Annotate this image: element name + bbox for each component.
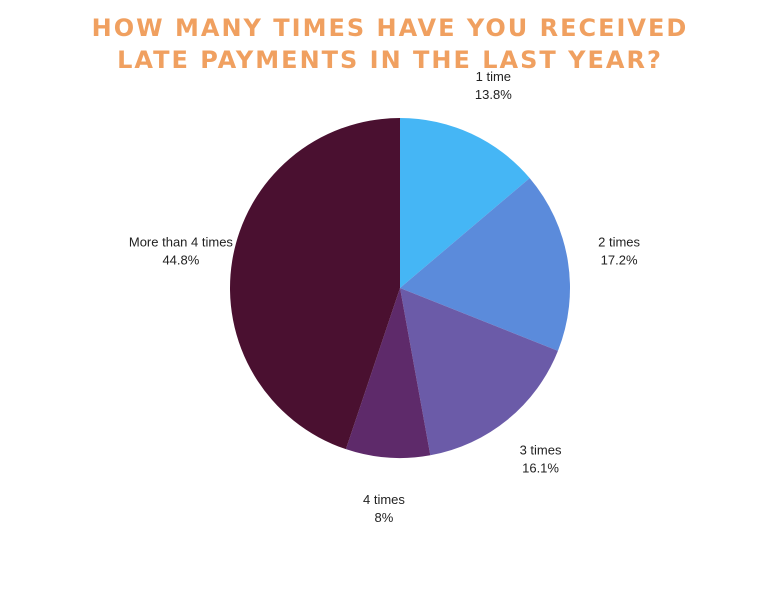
slice-label: 3 times	[520, 442, 562, 457]
pie-slice	[400, 118, 530, 288]
slice-label: 1 time	[476, 69, 511, 84]
pie-slice	[345, 288, 431, 459]
slice-value-label: 8%	[375, 510, 394, 525]
slice-value-label: 44.8%	[162, 253, 199, 268]
pie-slice	[400, 288, 558, 456]
slice-label: 2 times	[598, 235, 640, 250]
slice-value-label: 17.2%	[601, 253, 638, 268]
pie-slice	[229, 118, 400, 450]
chart-title: HOW MANY TIMES HAVE YOU RECEIVED LATE PA…	[91, 14, 689, 74]
slice-value-label: 13.8%	[475, 87, 512, 102]
slice-label: 4 times	[363, 492, 405, 507]
slice-value-label: 16.1%	[522, 460, 559, 475]
slice-label: More than 4 times	[129, 235, 234, 250]
pie-slice	[400, 178, 571, 351]
